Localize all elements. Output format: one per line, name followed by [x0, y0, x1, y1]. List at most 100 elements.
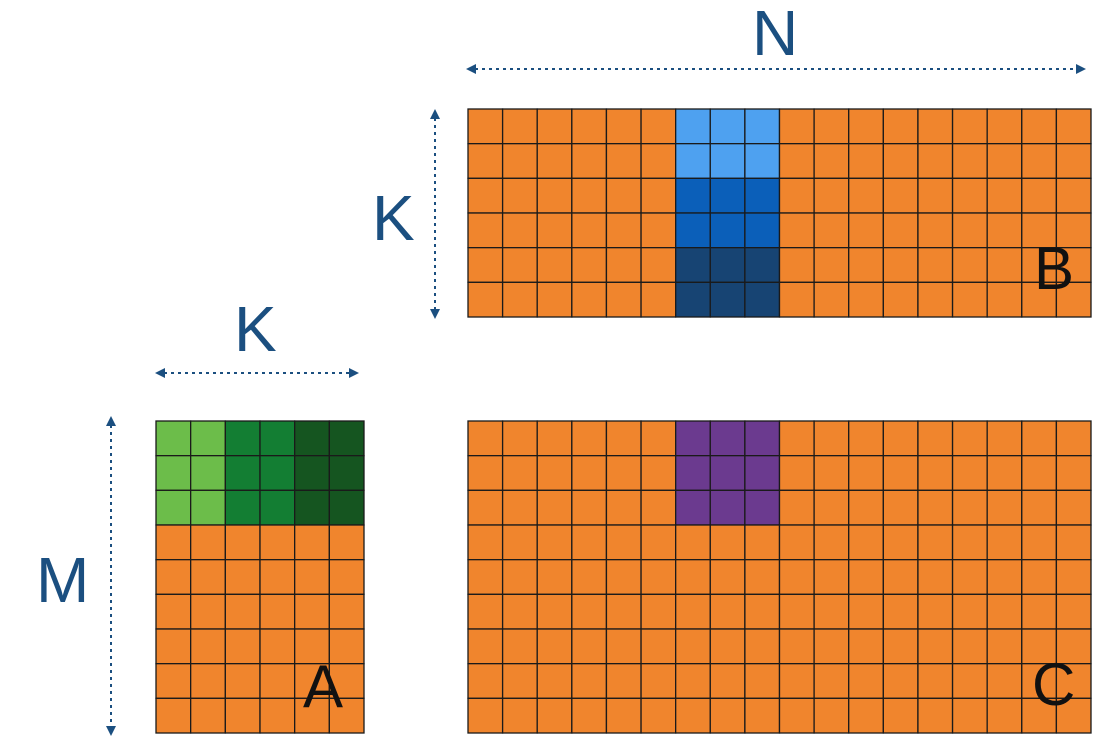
matrix-b-cell: [536, 177, 573, 214]
matrix-c-cell: [467, 593, 504, 630]
matrix-b-cell: [951, 108, 988, 145]
matrix-a-cell: [190, 489, 226, 526]
matrix-c-cell: [848, 524, 884, 561]
matrix-b-cell: [709, 108, 746, 145]
matrix-c-cell: [813, 524, 850, 561]
matrix-a-cell: [224, 663, 261, 699]
matrix-b-cell: [778, 143, 815, 179]
matrix-c-cell: [744, 524, 781, 561]
matrix-b-cell: [640, 281, 677, 318]
matrix-c-cell: [986, 559, 1023, 595]
matrix-b-cell: [675, 108, 711, 145]
matrix-c-cell: [813, 593, 850, 630]
matrix-b-cell: [501, 247, 538, 283]
matrix-b-cell: [813, 212, 850, 249]
matrix-c-cell: [640, 524, 677, 561]
matrix-c-cell: [1055, 663, 1092, 699]
matrix-b-cell: [848, 177, 884, 214]
matrix-a-cell: [328, 697, 365, 734]
matrix-c-cell: [778, 663, 815, 699]
matrix-a-cell: [190, 628, 226, 665]
matrix-c-cell: [951, 593, 988, 630]
matrix-c-cell: [882, 420, 919, 457]
matrix-c-cell: [571, 489, 608, 526]
matrix-c-cell: [986, 663, 1023, 699]
matrix-c-cell: [951, 455, 988, 491]
matrix-c-cell: [640, 559, 677, 595]
matrix-c-cell: [571, 697, 608, 734]
matrix-a-cell: [155, 420, 192, 457]
matrix-c-cell: [951, 489, 988, 526]
matrix-a-cell: [190, 524, 226, 561]
matrix-c-cell: [778, 593, 815, 630]
matrix-a-cell: [224, 524, 261, 561]
matrix-b-cell: [986, 247, 1023, 283]
matrix-a-label: A: [303, 653, 344, 720]
matrix-c-cell: [848, 489, 884, 526]
matrix-a-cell: [259, 489, 296, 526]
matrix-b-cell: [951, 212, 988, 249]
matrix-b-cell: [1055, 212, 1092, 249]
matrix-b-cell: [605, 212, 642, 249]
matrix-b-cell: [467, 281, 504, 318]
matrix-c-cell: [501, 559, 538, 595]
matrix-b-cell: [744, 212, 781, 249]
matrix-c-cell: [744, 697, 781, 734]
matrix-c-cell: [536, 524, 573, 561]
matrix-b-cell: [501, 212, 538, 249]
matrix-b-cell: [675, 177, 711, 214]
matrix-c-cell: [1021, 420, 1058, 457]
matrix-c-cell: [675, 628, 711, 665]
a-k-dimension-label: K: [234, 293, 277, 365]
matrix-a-cell: [190, 559, 226, 595]
matrix-c-cell: [744, 489, 781, 526]
matrix-c-cell: [501, 455, 538, 491]
matrix-c-cell: [813, 628, 850, 665]
matrix-c-cell: [1021, 524, 1058, 561]
matrix-b-cell: [501, 143, 538, 179]
matrix-a-cell: [328, 593, 365, 630]
matrix-b-cell: [605, 247, 642, 283]
matrix-a-cell: [155, 559, 192, 595]
matrix-b-cell: [536, 212, 573, 249]
matrix-c-cell: [467, 663, 504, 699]
matrix-c-cell: [744, 455, 781, 491]
matrix-b-cell: [605, 177, 642, 214]
b-k-dimension-label: K: [372, 182, 415, 254]
matrix-b-cell: [536, 281, 573, 318]
matrix-c-cell: [986, 593, 1023, 630]
matrix-b-cell: [986, 281, 1023, 318]
matrix-c-cell: [571, 524, 608, 561]
matrix-c-cell: [709, 489, 746, 526]
matrix-b-cell: [951, 177, 988, 214]
matrix-a-cell: [328, 455, 365, 491]
matrix-a-cell: [224, 559, 261, 595]
matrix-c-cell: [501, 663, 538, 699]
matrix-c-cell: [986, 697, 1023, 734]
matrix-c-cell: [675, 455, 711, 491]
matrix-a-cell: [328, 489, 365, 526]
matrix-c-cell: [640, 455, 677, 491]
matrix-b: [467, 108, 1092, 318]
matrix-b-cell: [675, 143, 711, 179]
matrix-c-cell: [744, 420, 781, 457]
matrix-c-cell: [536, 593, 573, 630]
matrix-c-cell: [778, 628, 815, 665]
matrix-c-cell: [1055, 593, 1092, 630]
matrix-b-cell: [467, 212, 504, 249]
matrix-a-cell: [190, 697, 226, 734]
matrix-c-cell: [848, 420, 884, 457]
matrix-b-cell: [675, 281, 711, 318]
matrix-c-cell: [709, 559, 746, 595]
m-dimension-label: M: [36, 544, 90, 616]
matrix-b-cell: [640, 247, 677, 283]
matrix-b-cell: [882, 281, 919, 318]
matrix-c-cell: [709, 455, 746, 491]
matrix-b-cell: [640, 212, 677, 249]
matrix-c-cell: [778, 455, 815, 491]
matrix-c-cell: [848, 593, 884, 630]
matrix-c-cell: [571, 593, 608, 630]
matrix-c-cell: [778, 489, 815, 526]
matrix-b-cell: [744, 108, 781, 145]
matrix-a-cell: [328, 420, 365, 457]
